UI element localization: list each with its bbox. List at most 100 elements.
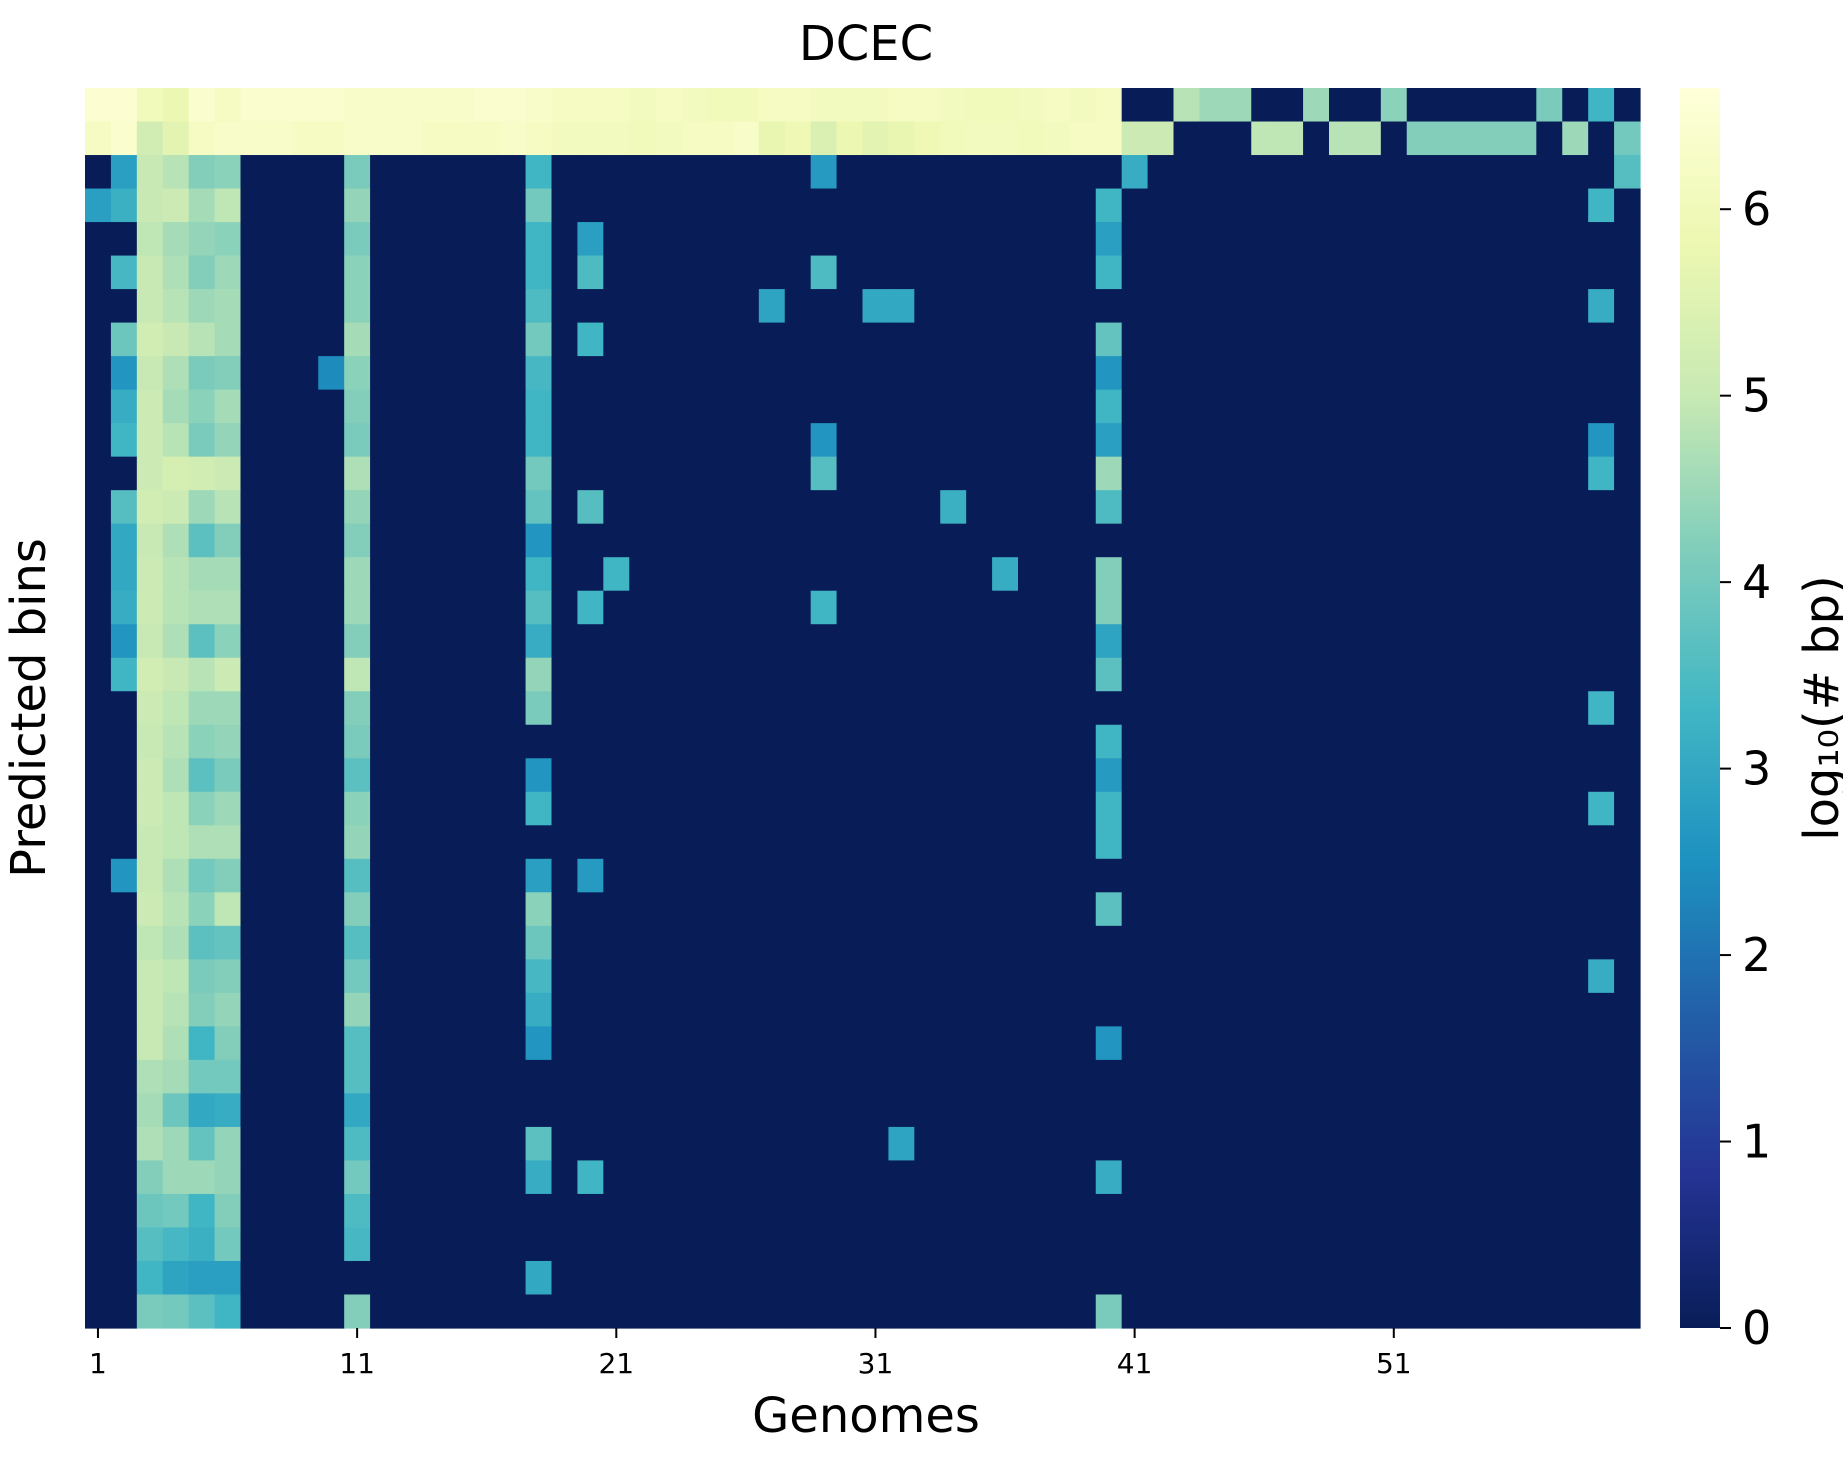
heatmap-cell xyxy=(1069,724,1097,759)
heatmap-cell xyxy=(1173,1059,1201,1094)
heatmap-cell xyxy=(810,557,838,592)
heatmap-cell xyxy=(577,892,604,927)
heatmap-cell xyxy=(1406,1059,1434,1094)
heatmap-cell xyxy=(370,389,397,424)
heatmap-cell xyxy=(1121,121,1149,156)
heatmap-cell xyxy=(266,959,293,994)
heatmap-cell xyxy=(1095,188,1123,223)
heatmap-cell xyxy=(655,490,682,525)
heatmap-cell xyxy=(1614,222,1641,257)
heatmap-cell xyxy=(603,188,630,223)
heatmap-cell xyxy=(1588,959,1615,994)
heatmap-cell xyxy=(1277,389,1304,424)
heatmap-cell xyxy=(888,456,915,491)
heatmap-cell xyxy=(292,1193,319,1229)
heatmap-cell xyxy=(318,1160,345,1195)
heatmap-cell xyxy=(1121,1193,1149,1229)
heatmap-cell xyxy=(758,1059,786,1094)
heatmap-cell xyxy=(1510,657,1537,692)
heatmap-cell xyxy=(85,155,112,190)
heatmap-cell xyxy=(214,1026,242,1061)
heatmap-cell xyxy=(344,1059,371,1094)
heatmap-cell xyxy=(1329,691,1356,726)
heatmap-cell xyxy=(1536,925,1563,960)
heatmap-cell xyxy=(707,590,734,625)
heatmap-cell xyxy=(836,992,864,1027)
heatmap-cell xyxy=(370,222,397,257)
heatmap-cell xyxy=(940,1260,967,1296)
heatmap-cell xyxy=(1510,289,1537,324)
heatmap-cell xyxy=(1173,657,1201,692)
heatmap-cell xyxy=(1173,289,1201,324)
heatmap-cell xyxy=(655,624,682,659)
heatmap-cell xyxy=(1614,322,1641,357)
heatmap-cell xyxy=(1588,992,1615,1027)
heatmap-cell xyxy=(110,88,138,123)
heatmap-cell xyxy=(447,1260,475,1296)
heatmap-cell xyxy=(1173,1093,1201,1128)
heatmap-cell xyxy=(888,121,915,156)
heatmap-cell xyxy=(370,1193,397,1229)
heatmap-cell xyxy=(1043,1160,1071,1195)
heatmap-cell xyxy=(1329,289,1356,324)
heatmap-cell xyxy=(940,289,967,324)
heatmap-cell xyxy=(551,624,579,659)
heatmap-cell xyxy=(1536,490,1563,525)
heatmap-cell xyxy=(1251,1193,1278,1229)
heatmap-cell xyxy=(707,289,734,324)
heatmap-cell xyxy=(862,825,890,860)
heatmap-cell xyxy=(1251,188,1278,223)
heatmap-cell xyxy=(266,1160,293,1195)
heatmap-cell xyxy=(1225,1227,1252,1262)
heatmap-cell xyxy=(992,456,1019,491)
heatmap-cell xyxy=(862,959,890,994)
colorbar xyxy=(1680,88,1720,1328)
heatmap-cell xyxy=(447,155,475,190)
heatmap-cell xyxy=(577,1260,604,1296)
heatmap-cell xyxy=(1199,1193,1226,1229)
heatmap-cell xyxy=(1510,423,1537,458)
heatmap-cell xyxy=(1043,289,1071,324)
heatmap-cell xyxy=(525,925,553,960)
heatmap-cell xyxy=(421,423,449,458)
heatmap-cell xyxy=(214,992,242,1027)
heatmap-cell xyxy=(136,892,164,927)
heatmap-cell xyxy=(1225,590,1252,625)
heatmap-cell xyxy=(110,1294,138,1329)
heatmap-cell xyxy=(473,1193,501,1229)
heatmap-cell xyxy=(1277,892,1304,927)
heatmap-cell xyxy=(110,992,138,1027)
heatmap-cell xyxy=(888,1126,915,1162)
heatmap-cell xyxy=(1043,758,1071,793)
heatmap-cell xyxy=(836,88,864,123)
heatmap-cell xyxy=(370,1227,397,1262)
heatmap-cell xyxy=(318,590,345,625)
heatmap-cell xyxy=(1018,490,1045,525)
heatmap-cell xyxy=(1199,1227,1226,1262)
heatmap-cell xyxy=(1510,222,1537,257)
heatmap-cell xyxy=(1510,188,1537,223)
heatmap-cell xyxy=(1225,1059,1252,1094)
heatmap-cell xyxy=(162,992,190,1027)
heatmap-cell xyxy=(1121,255,1149,290)
heatmap-cell xyxy=(914,1260,941,1296)
heatmap-cell xyxy=(603,791,630,826)
heatmap-cell xyxy=(1432,1126,1460,1162)
heatmap-cell xyxy=(1484,1260,1512,1296)
heatmap-cell xyxy=(1484,1059,1512,1094)
heatmap-cell xyxy=(1147,389,1175,424)
heatmap-cell xyxy=(240,456,268,491)
heatmap-cell xyxy=(940,959,967,994)
heatmap-cell xyxy=(1406,892,1434,927)
heatmap-cell xyxy=(836,758,864,793)
heatmap-cell xyxy=(1536,423,1563,458)
heatmap-cell xyxy=(499,255,527,290)
heatmap-cell xyxy=(292,557,319,592)
heatmap-cell xyxy=(784,1227,812,1262)
heatmap-cell xyxy=(1588,88,1615,123)
heatmap-cell xyxy=(1018,1059,1045,1094)
heatmap-cell xyxy=(707,1294,734,1329)
heatmap-cell xyxy=(914,1126,941,1162)
heatmap-cell xyxy=(1562,791,1589,826)
heatmap-cell xyxy=(499,758,527,793)
